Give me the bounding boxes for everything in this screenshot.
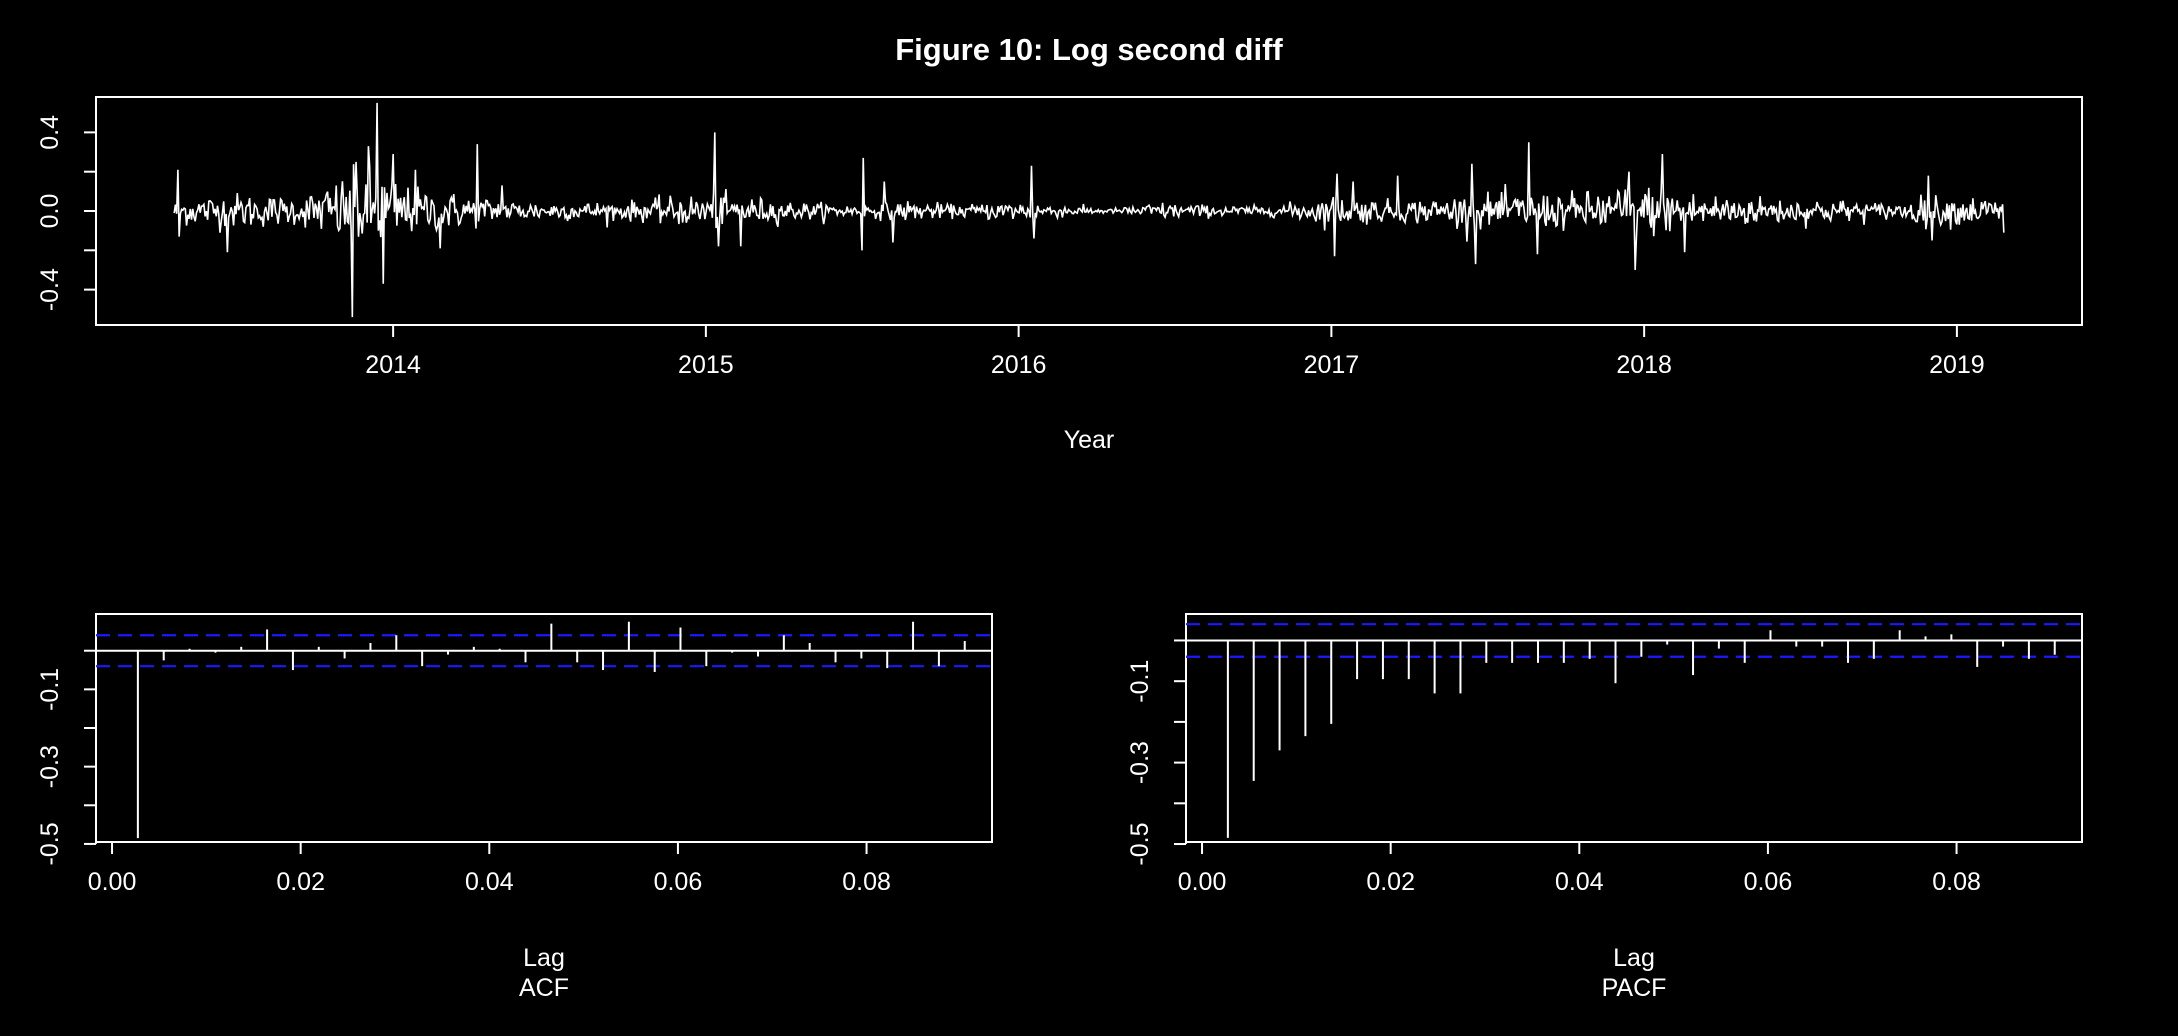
acf-bars [96,621,992,839]
acf-x-tick-label: 0.04 [465,868,514,896]
pacf-x-axis: 0.00 0.02 0.04 0.06 0.08 [1178,841,1981,896]
series-line-path [173,102,2005,318]
pacf-x-tick-label: 0.04 [1555,868,1604,896]
series-y-tick-label: 0.0 [36,194,64,229]
series-line [173,102,2005,318]
figure-title: Figure 10: Log second diff [895,32,1283,67]
acf-x-tick-label: 0.06 [654,868,703,896]
pacf-x-tick-label: 0.08 [1932,868,1981,896]
pacf-x-tick-label: 0.06 [1744,868,1793,896]
series-x-tick-label: 2017 [1304,351,1360,379]
pacf-y-tick-label: -0.1 [1126,660,1154,703]
acf-title: ACF [519,974,569,1002]
acf-y-tick-label: -0.3 [36,745,64,788]
pacf-x-tick-label: 0.00 [1178,868,1227,896]
acf-y-axis: -0.5 -0.3 -0.1 [36,649,97,865]
series-x-tick-label: 2019 [1929,351,1985,379]
series-y-tick-label: 0.4 [36,115,64,150]
acf-x-tick-label: 0.00 [88,868,137,896]
pacf-x-tick-label: 0.02 [1366,868,1415,896]
acf-x-axis-label: Lag [523,944,565,972]
acf-panel: -0.5 -0.3 -0.1 0.00 0.02 0.04 0.06 0.08 Lag AC… [36,613,993,1002]
series-panel: -0.4 0.0 0.4 2014 2015 2016 2017 2018 2019 Year [36,96,2083,454]
pacf-panel: -0.5 -0.3 -0.1 0.00 0.02 0.04 0.06 0.08 Lag PA… [1126,613,2083,1002]
series-x-tick-label: 2016 [991,351,1047,379]
series-y-axis: -0.4 0.0 0.4 [36,115,97,311]
series-x-axis: 2014 2015 2016 2017 2018 2019 [365,324,1985,379]
series-y-tick-label: -0.4 [36,268,64,311]
acf-x-tick-label: 0.02 [276,868,325,896]
acf-x-tick-label: 0.08 [842,868,891,896]
pacf-bars [1186,623,2082,838]
series-x-tick-label: 2014 [365,351,421,379]
pacf-title: PACF [1602,974,1667,1002]
pacf-y-axis: -0.5 -0.3 -0.1 [1126,639,1187,866]
pacf-x-axis-label: Lag [1613,944,1655,972]
acf-y-tick-label: -0.1 [36,668,64,711]
series-x-tick-label: 2015 [678,351,734,379]
acf-x-axis: 0.00 0.02 0.04 0.06 0.08 [88,841,891,896]
series-x-tick-label: 2018 [1616,351,1672,379]
acf-y-tick-label: -0.5 [36,822,64,865]
pacf-y-tick-label: -0.5 [1126,822,1154,865]
pacf-y-tick-label: -0.3 [1126,741,1154,784]
series-x-axis-label: Year [1064,426,1115,454]
